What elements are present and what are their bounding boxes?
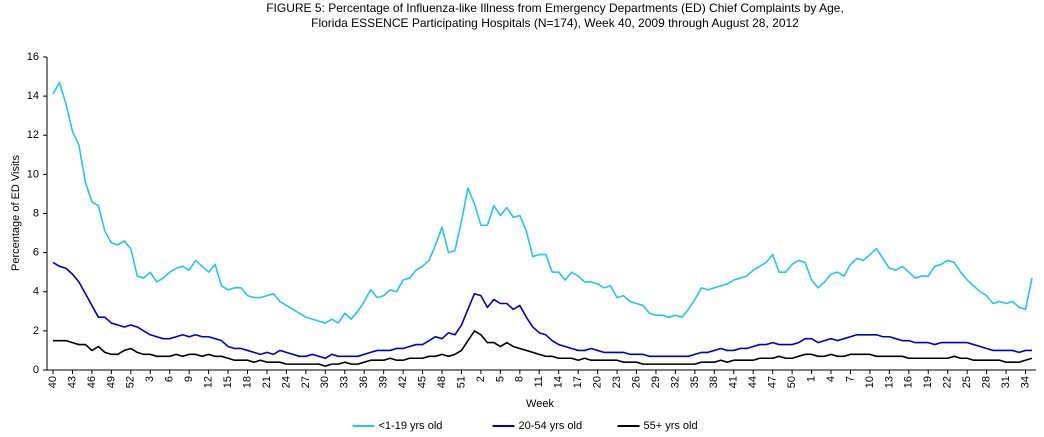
x-tick-label: 48 — [436, 376, 448, 388]
x-tick-label: 40 — [47, 376, 59, 388]
y-tick-label: 0 — [33, 364, 39, 376]
legend-label: 55+ yrs old — [644, 420, 698, 432]
x-tick-label: 15 — [222, 376, 234, 388]
x-tick-label: 49 — [105, 376, 117, 388]
x-tick-label: 44 — [747, 376, 759, 388]
legend-label: 20-54 yrs old — [519, 420, 583, 432]
x-tick-label: 32 — [669, 376, 681, 388]
series-line — [52, 81, 1033, 324]
x-tick-label: 52 — [125, 376, 137, 388]
x-tick-label: 9 — [183, 376, 195, 382]
x-tick-label: 21 — [261, 376, 273, 388]
x-tick-label: 29 — [650, 376, 662, 388]
series-line — [53, 330, 1033, 367]
x-tick-label: 26 — [630, 376, 642, 388]
x-axis-label: Week — [526, 398, 554, 410]
x-tick-label: 30 — [319, 376, 331, 388]
y-tick-label: 12 — [27, 129, 39, 141]
x-tick-label: 23 — [611, 376, 623, 388]
x-tick-label: 31 — [1000, 376, 1012, 388]
x-tick-label: 51 — [455, 376, 467, 388]
x-tick-label: 42 — [397, 376, 409, 388]
x-tick-label: 47 — [767, 376, 779, 388]
x-tick-label: 14 — [553, 376, 565, 388]
x-tick-label: 1 — [805, 376, 817, 382]
y-axis-label: Percentage of ED Visits — [10, 155, 22, 271]
x-tick-label: 41 — [728, 376, 740, 388]
x-tick-label: 25 — [961, 376, 973, 388]
y-tick-label: 10 — [27, 168, 39, 180]
chart-title: FIGURE 5: Percentage of Influenza-like I… — [266, 1, 844, 15]
x-tick-label: 38 — [708, 376, 720, 388]
x-tick-label: 17 — [572, 376, 584, 388]
x-tick-label: 34 — [1019, 376, 1031, 388]
x-tick-label: 5 — [494, 376, 506, 382]
x-tick-label: 50 — [786, 376, 798, 388]
x-tick-label: 28 — [981, 376, 993, 388]
x-tick-label: 6 — [164, 376, 176, 382]
x-tick-label: 3 — [144, 376, 156, 382]
x-tick-label: 46 — [86, 376, 98, 388]
x-tick-label: 27 — [300, 376, 312, 388]
y-tick-label: 8 — [33, 207, 39, 219]
legend-label: <1-19 yrs old — [379, 420, 443, 432]
x-tick-label: 24 — [280, 376, 292, 388]
series-line — [52, 261, 1032, 360]
x-tick-label: 10 — [864, 376, 876, 388]
x-tick-label: 7 — [844, 376, 856, 382]
y-tick-label: 6 — [33, 247, 39, 259]
x-tick-label: 4 — [825, 376, 837, 382]
x-tick-label: 35 — [689, 376, 701, 388]
x-tick-label: 18 — [241, 376, 253, 388]
y-tick-label: 4 — [33, 286, 39, 298]
x-tick-label: 36 — [358, 376, 370, 388]
x-tick-label: 11 — [533, 376, 545, 387]
y-tick-label: 16 — [27, 51, 39, 63]
x-tick-label: 33 — [339, 376, 351, 388]
x-tick-label: 45 — [416, 376, 428, 388]
x-tick-label: 12 — [203, 376, 215, 388]
x-tick-label: 8 — [514, 376, 526, 382]
chart-title: Florida ESSENCE Participating Hospitals … — [311, 16, 799, 30]
y-tick-label: 14 — [27, 90, 39, 102]
x-tick-label: 22 — [942, 376, 954, 388]
x-tick-label: 20 — [592, 376, 604, 388]
x-tick-label: 13 — [883, 376, 895, 388]
y-tick-label: 2 — [33, 325, 39, 337]
x-tick-label: 19 — [922, 376, 934, 388]
x-tick-label: 16 — [903, 376, 915, 388]
x-tick-label: 2 — [475, 376, 487, 382]
x-tick-label: 39 — [378, 376, 390, 388]
x-tick-label: 43 — [66, 376, 78, 388]
